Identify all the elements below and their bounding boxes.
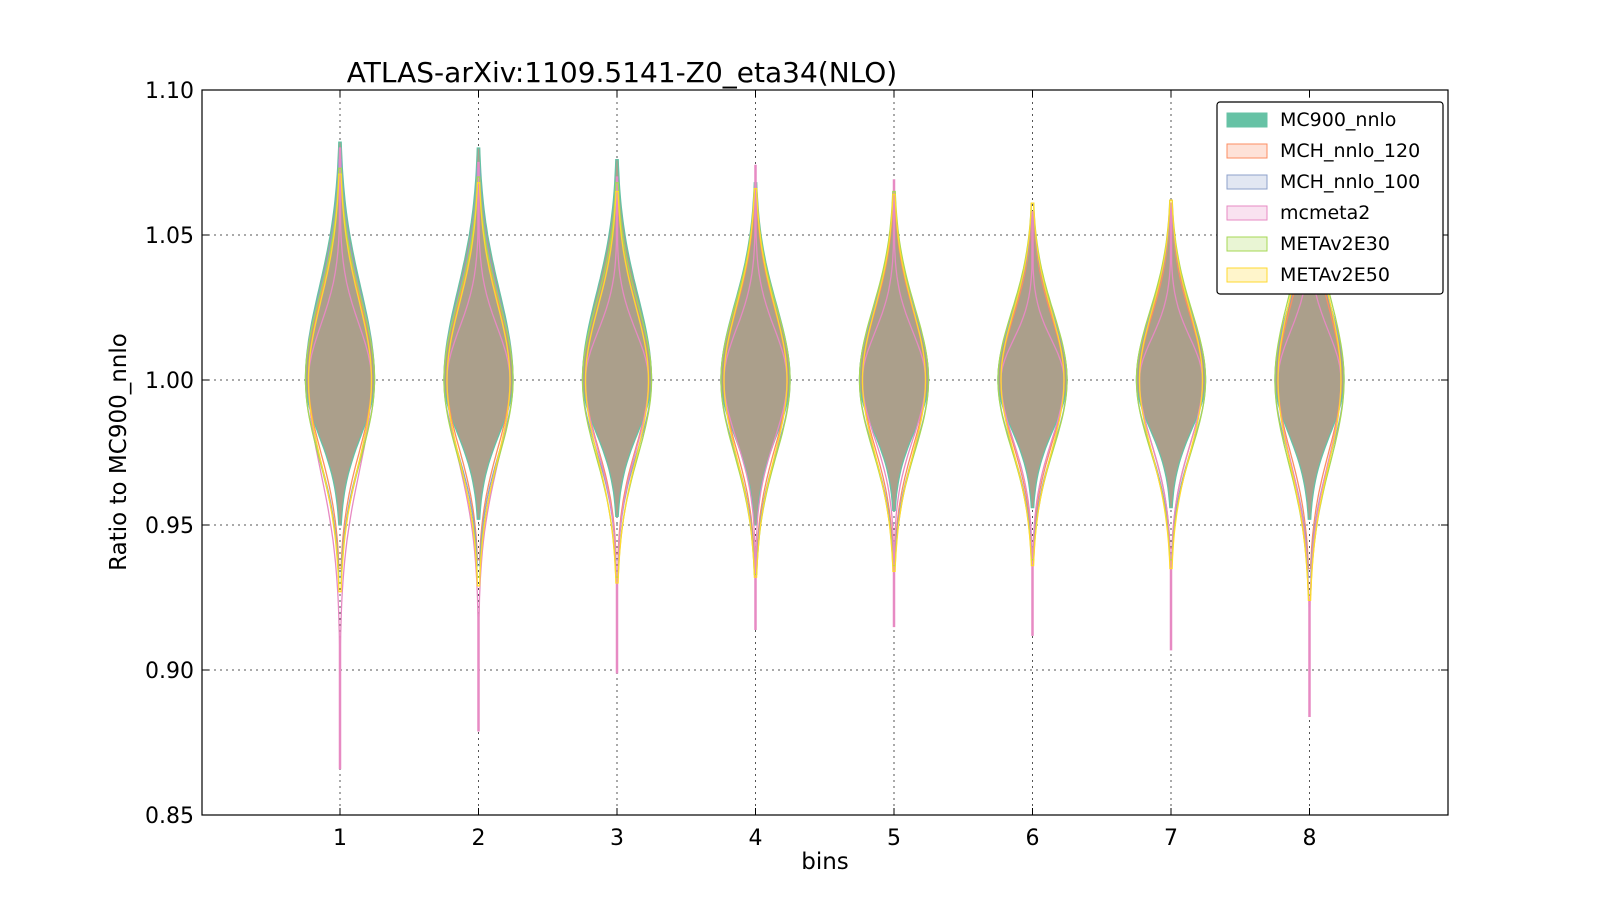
violin-MC900_nnlo — [581, 158, 653, 517]
legend-swatch — [1226, 267, 1268, 283]
y-axis-label: Ratio to MC900_nnlo — [106, 333, 132, 571]
x-axis-label: bins — [801, 849, 849, 875]
violin-MC900_nnlo — [443, 147, 514, 520]
x-tick-label: 3 — [610, 826, 624, 851]
violin-METAv2E50 — [1138, 199, 1204, 570]
violin-METAv2E50 — [446, 182, 511, 587]
legend-label: mcmeta2 — [1280, 202, 1370, 224]
legend-box — [1216, 101, 1444, 295]
plot-frame — [201, 89, 1449, 816]
x-tick-label: 1 — [333, 826, 347, 851]
legend-label: MCH_nnlo_100 — [1280, 171, 1420, 193]
violin-mcmeta2 — [307, 147, 373, 770]
legend-swatch — [1226, 174, 1268, 190]
violin-METAv2E50 — [1000, 202, 1065, 567]
legend-label: METAv2E30 — [1280, 233, 1390, 255]
violin-MC900_nnlo — [304, 141, 376, 526]
y-tick-label: 1.00 — [145, 369, 194, 394]
violin-mcmeta2 — [723, 164, 788, 631]
legend-label: MC900_nnlo — [1280, 109, 1396, 131]
violin-mcmeta2 — [1138, 202, 1204, 651]
x-axis-ticks: 1 2 3 4 5 6 7 8 — [333, 90, 1317, 851]
y-tick-label: 1.05 — [145, 224, 194, 249]
legend-label: MCH_nnlo_120 — [1280, 140, 1420, 162]
violin-METAv2E50 — [861, 193, 927, 573]
violin-mcmeta2 — [861, 179, 927, 628]
violin-METAv2E50 — [584, 190, 650, 584]
x-tick-label: 7 — [1164, 826, 1178, 851]
y-tick-label: 1.10 — [145, 79, 194, 104]
x-tick-label: 8 — [1303, 826, 1317, 851]
violin-mcmeta2 — [446, 161, 511, 732]
legend-swatch — [1226, 112, 1268, 128]
y-axis-ticks: 0.85 0.90 0.95 1.00 1.05 1.10 — [145, 79, 1448, 829]
legend: MC900_nnlo MCH_nnlo_120 MCH_nnlo_100mcmeta… — [1216, 101, 1444, 295]
y-tick-label: 0.85 — [145, 804, 194, 829]
violin-METAv2E50 — [723, 187, 788, 578]
x-tick-label: 6 — [1026, 826, 1040, 851]
violin-mcmeta2 — [1277, 176, 1342, 718]
x-tick-label: 4 — [749, 826, 763, 851]
violin-mcmeta2 — [1000, 211, 1065, 636]
chart-title: ATLAS-arXiv:1109.5141-Z0_eta34(NLO) — [347, 56, 897, 89]
y-tick-label: 0.95 — [145, 514, 194, 539]
violins — [304, 141, 1345, 770]
violin-METAv2E50 — [307, 173, 373, 593]
x-tick-label: 2 — [472, 826, 486, 851]
violin-mcmeta2 — [584, 176, 650, 674]
legend-swatch — [1226, 143, 1268, 159]
violin-METAv2E50 — [1277, 161, 1342, 602]
legend-swatch — [1226, 205, 1268, 221]
legend-label: METAv2E50 — [1280, 264, 1390, 286]
y-tick-label: 0.90 — [145, 659, 194, 684]
legend-swatch — [1226, 236, 1268, 252]
x-tick-label: 5 — [887, 826, 901, 851]
